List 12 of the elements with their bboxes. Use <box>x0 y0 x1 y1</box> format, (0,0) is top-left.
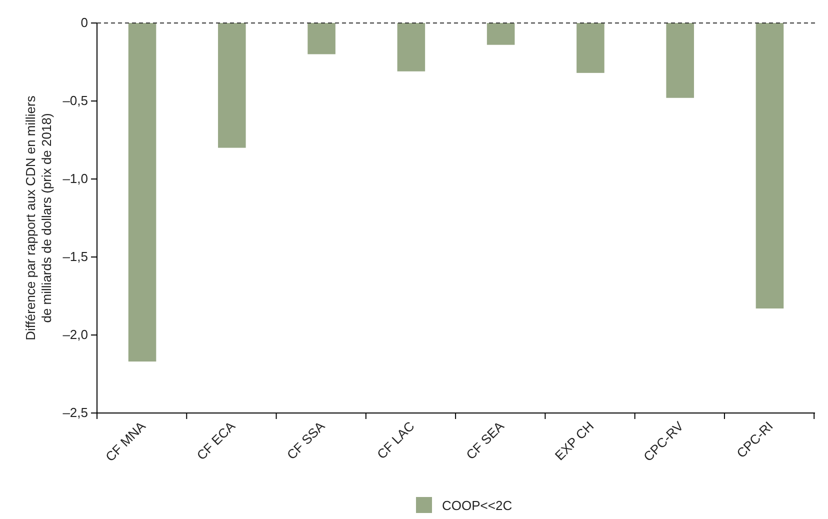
x-tick-label: CF SSA <box>284 418 328 462</box>
legend-label: COOP<<2C <box>442 498 512 513</box>
y-tick-label: –2,0 <box>62 327 88 342</box>
y-tick-label: –1,5 <box>62 249 88 264</box>
y-axis-title: Différence par rapport aux CDN en milliers de milliards de dollars (prix de 2018) <box>23 95 54 340</box>
y-tick-label: –1,0 <box>62 171 88 186</box>
x-tick-label: CF SEA <box>463 418 508 462</box>
x-tick-label: CF LAC <box>374 418 418 462</box>
x-tick-label: CF ECA <box>194 418 238 463</box>
y-tick-label: –2,5 <box>62 405 88 420</box>
y-tick-label: –0,5 <box>62 93 88 108</box>
y-tick-label: 0 <box>80 15 88 30</box>
